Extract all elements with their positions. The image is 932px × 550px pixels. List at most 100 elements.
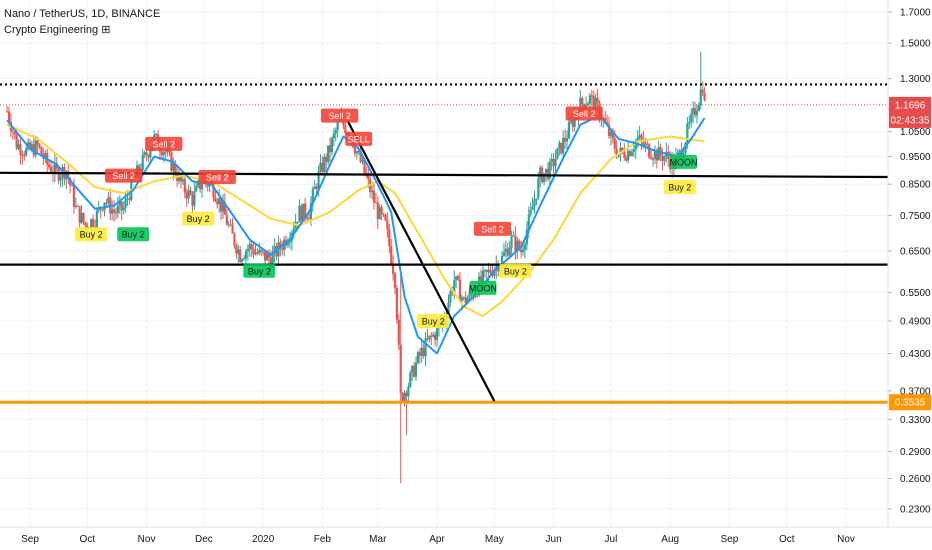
candle-body (372, 190, 376, 203)
candle-body (649, 157, 653, 159)
candle-body (189, 190, 192, 195)
candle-body (663, 156, 666, 161)
candle-body (279, 242, 282, 249)
signal-text: Buy 2 (80, 230, 103, 240)
candle-body (273, 245, 276, 253)
candle-body (327, 145, 330, 162)
y-tick-label: 0.8500 (900, 180, 931, 191)
candle-body (183, 179, 186, 193)
candle-body (155, 134, 158, 136)
candle-body (309, 203, 313, 220)
candle-body (479, 276, 483, 283)
candle-body (447, 302, 450, 316)
candle-body (91, 219, 95, 227)
signal-label-buy-strong: MOON (469, 280, 497, 295)
candle-body (613, 138, 616, 149)
candle-body (546, 168, 549, 180)
candle-body (533, 199, 536, 207)
support-line-upper[interactable] (0, 171, 889, 179)
candle-body (556, 147, 559, 160)
candle-body (374, 202, 377, 204)
candle-body (328, 145, 332, 153)
candle-body (28, 142, 32, 149)
candle-body (223, 202, 227, 215)
candle-body (82, 212, 85, 223)
signal-label-sell: Sell 2 (145, 136, 183, 151)
candle-body (317, 171, 320, 189)
candle-body (567, 122, 571, 139)
candle-body (116, 205, 120, 213)
candle-body (38, 144, 41, 148)
candle-body (197, 181, 200, 186)
candle-body (590, 95, 593, 97)
candle-body (405, 392, 408, 397)
candle-body (164, 151, 167, 153)
candle-body (455, 276, 458, 280)
candle-body (76, 206, 79, 208)
signal-label-buy-strong: MOON (670, 154, 698, 169)
candle-body (420, 347, 423, 356)
candle-body (514, 235, 517, 252)
x-tick-label: Oct (80, 534, 96, 545)
candle-body (403, 392, 406, 401)
candle-body (596, 97, 599, 103)
candle-body (32, 144, 35, 156)
signal-label-sell: Sell 2 (565, 106, 603, 121)
candle-body (242, 258, 246, 260)
indicator-name[interactable]: Crypto Engineering ⊞ (4, 24, 111, 36)
candle-body (250, 244, 253, 250)
candle-body (625, 158, 628, 161)
candle-body (34, 140, 37, 156)
candle-body (581, 97, 584, 105)
candle-body (615, 148, 618, 157)
candle-body (376, 202, 379, 220)
y-tick-label: 0.4300 (900, 349, 931, 360)
candle-body (407, 386, 410, 397)
candle-body (57, 168, 60, 181)
candle-body (521, 249, 525, 253)
candle-body (692, 108, 695, 114)
candle-body (302, 203, 305, 221)
candle-body (655, 150, 658, 161)
signal-badge (198, 170, 236, 185)
x-tick-label: Apr (429, 534, 445, 545)
signal-label-buy-strong: Buy 2 (243, 263, 276, 278)
candle-body (481, 270, 485, 283)
candle-body (367, 176, 370, 180)
horizontal-lines[interactable] (0, 83, 889, 404)
candle-body (330, 138, 334, 153)
candle-body (560, 142, 563, 154)
candle-body (112, 209, 116, 213)
y-tick-label: 0.2900 (900, 447, 931, 458)
signal-badge (243, 263, 276, 278)
candle-body (122, 207, 125, 211)
signal-text: SELL (348, 134, 370, 144)
candle-body (84, 222, 87, 226)
candle-body (380, 207, 383, 214)
candle-body (552, 158, 555, 167)
candle-body (361, 160, 364, 162)
candle-body (246, 249, 249, 252)
candle-body (531, 206, 534, 211)
x-tick-label: Oct (779, 534, 795, 545)
candle-body (571, 120, 574, 127)
candle-body (391, 263, 395, 274)
candle-body (659, 147, 662, 156)
candle-body (414, 362, 418, 377)
candle-body (271, 252, 274, 268)
candle-body (466, 298, 469, 304)
candle-body (651, 158, 655, 160)
candle-body (145, 152, 148, 156)
candle-body (13, 131, 16, 135)
candle-body (300, 205, 303, 221)
signal-label-sell: Sell 2 (198, 170, 236, 185)
candle-body (179, 174, 183, 182)
candle-body (235, 245, 238, 254)
signal-badge (145, 136, 183, 151)
candle-body (569, 120, 572, 123)
x-tick-label: Mar (369, 534, 387, 545)
candle-body (460, 297, 463, 301)
candle-body (237, 249, 240, 254)
